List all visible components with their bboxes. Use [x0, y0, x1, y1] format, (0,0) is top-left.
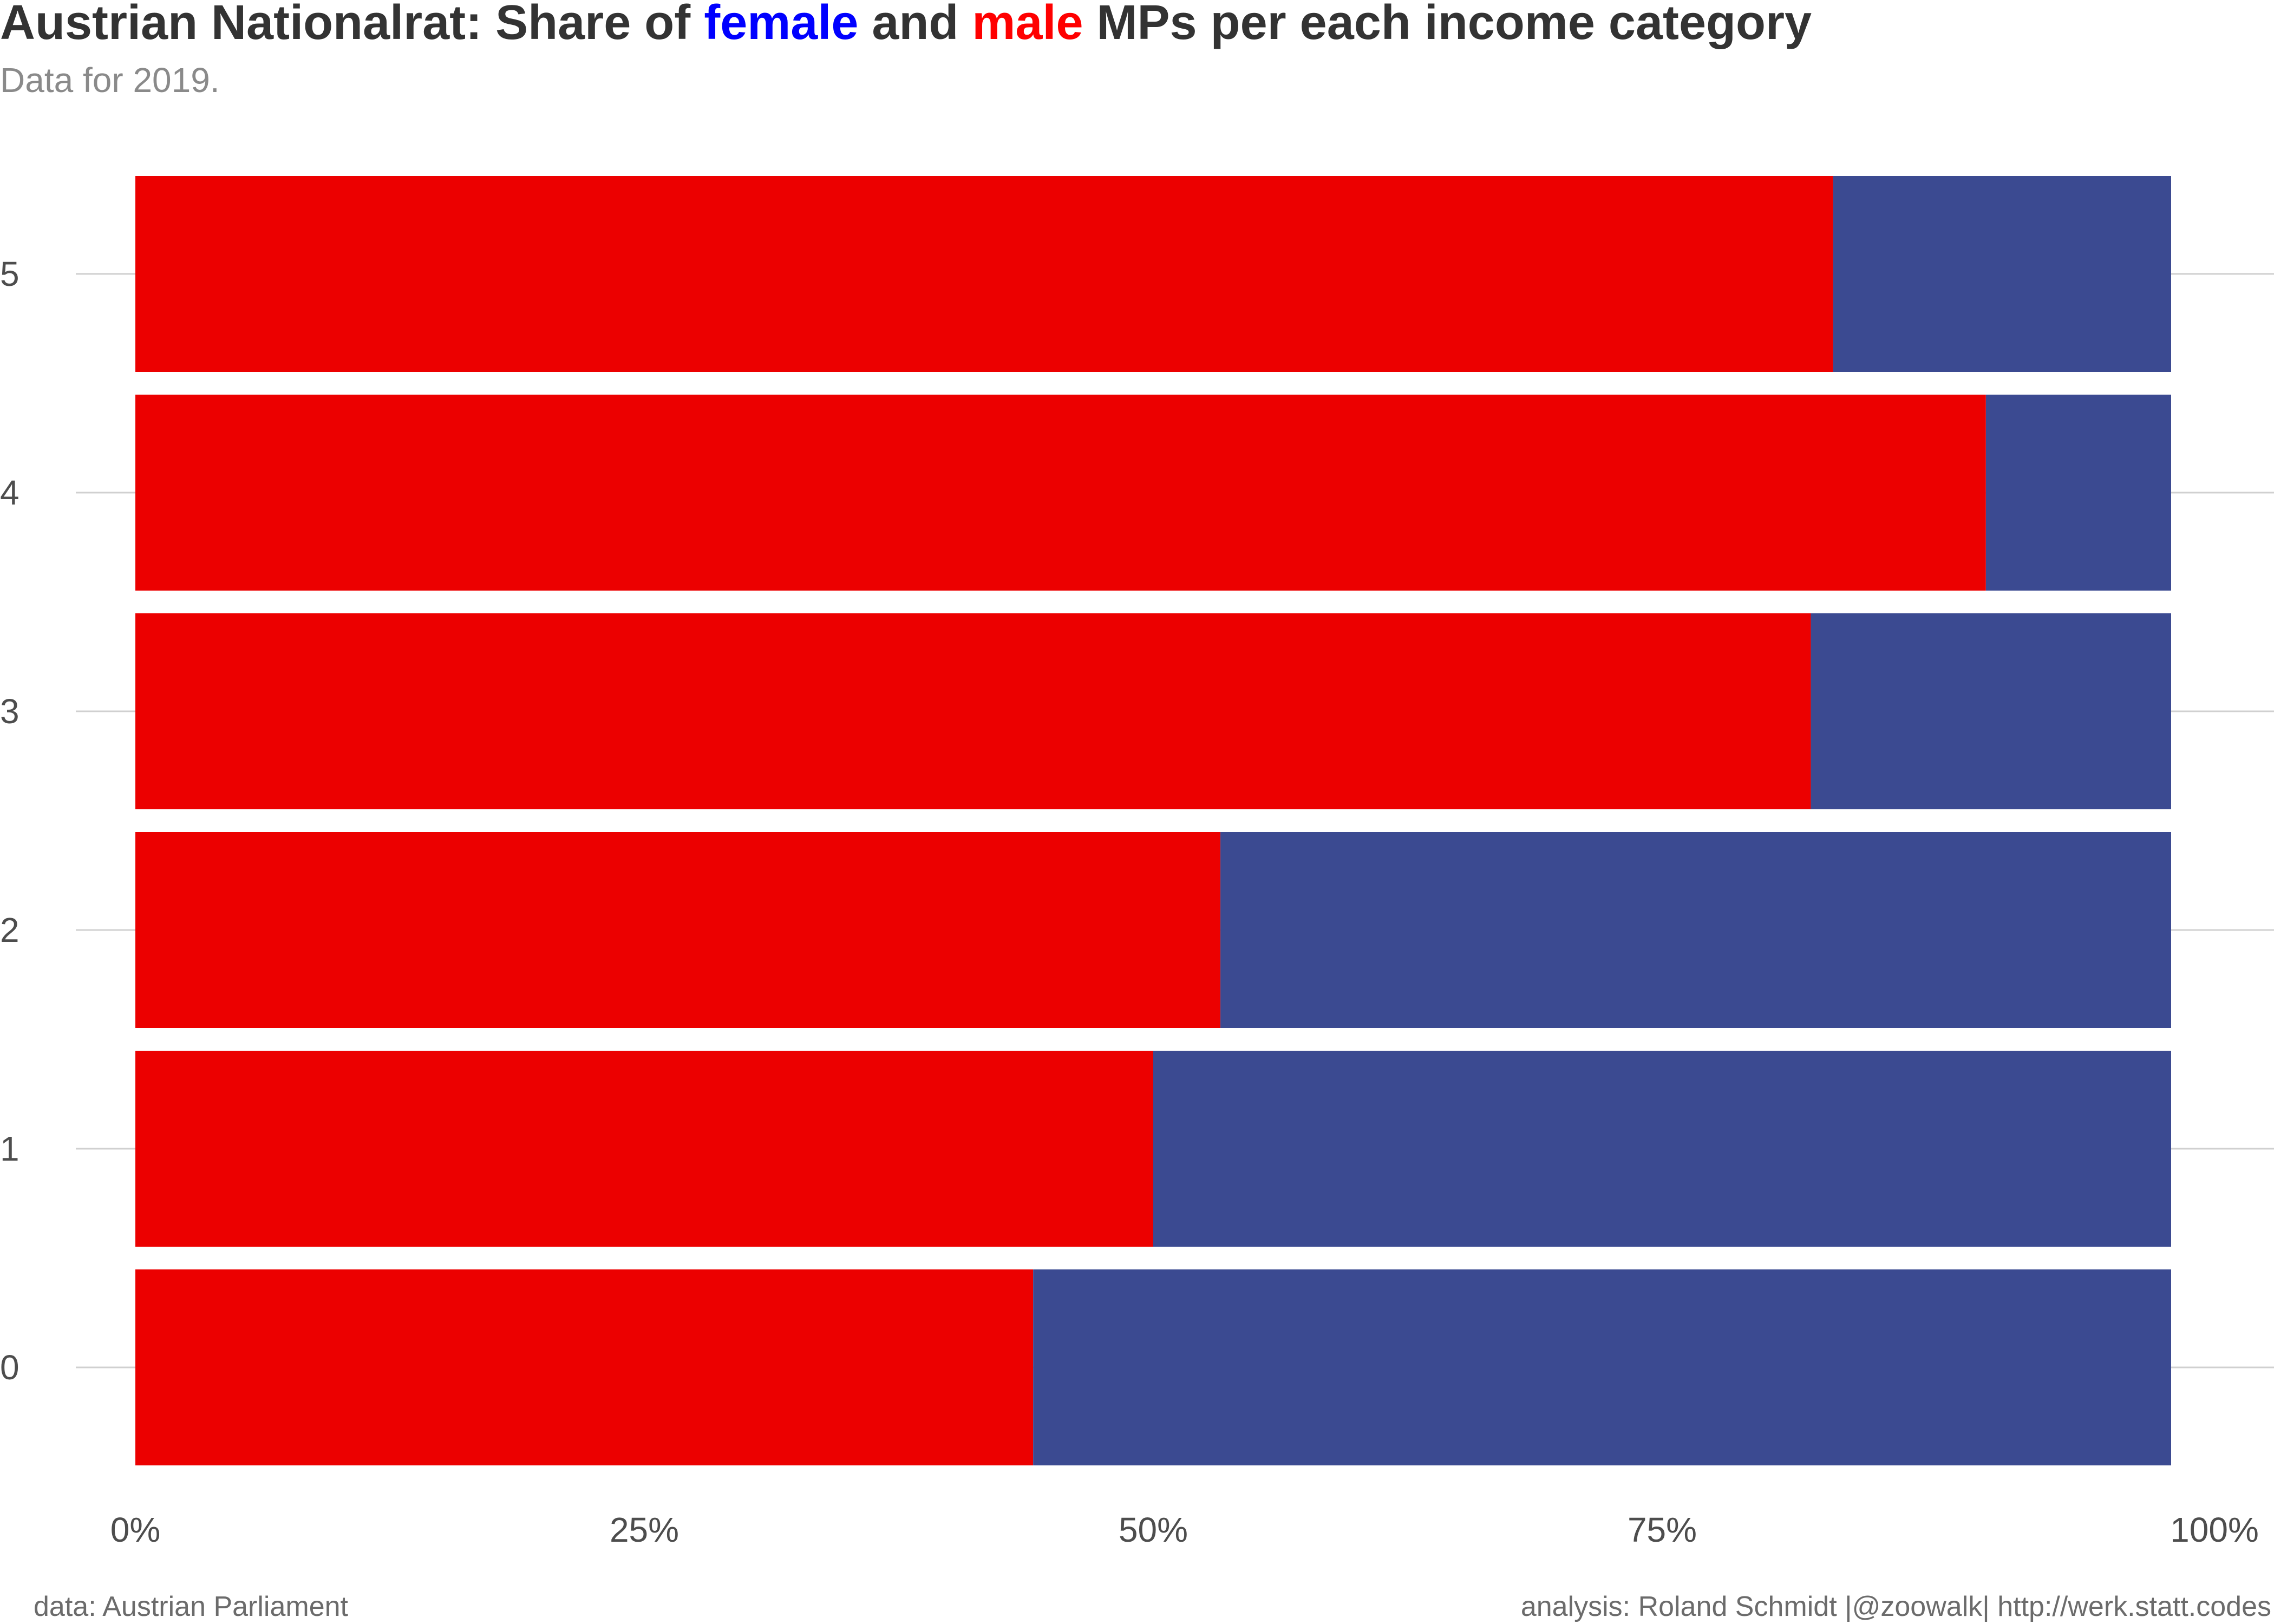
x-tick-label-3: 75%	[1628, 1510, 1697, 1549]
bar-female-3	[1811, 613, 2171, 809]
x-axis-ticks: 0% 25% 50% 75% 100%	[110, 1510, 2259, 1549]
title-male-word: male	[972, 0, 1083, 50]
y-tick-label-4: 4	[0, 473, 19, 512]
x-tick-label-0: 0%	[110, 1510, 161, 1549]
caption-source: data: Austrian Parliament	[34, 1591, 349, 1622]
x-tick-label-1: 25%	[610, 1510, 679, 1549]
y-tick-label-1: 1	[0, 1129, 19, 1168]
bar-female-2	[1220, 832, 2171, 1028]
caption-analysis: analysis: Roland Schmidt |@zoowalk| http…	[1521, 1591, 2271, 1622]
bar-male-4	[135, 395, 1986, 591]
bar-female-0	[1033, 1269, 2171, 1465]
bar-male-1	[135, 1051, 1153, 1247]
x-tick-label-2: 50%	[1119, 1510, 1188, 1549]
bar-female-4	[1985, 395, 2171, 591]
bar-male-2	[135, 832, 1221, 1028]
bar-male-5	[135, 176, 1833, 372]
y-axis-ticks: 5 4 3 2 1 0	[0, 254, 19, 1387]
title-middle: and	[858, 0, 972, 50]
y-tick-label-2: 2	[0, 911, 19, 949]
chart-subtitle: Data for 2019.	[0, 61, 220, 100]
y-tick-label-3: 3	[0, 692, 19, 731]
bar-female-1	[1153, 1051, 2171, 1247]
bars	[135, 176, 2171, 1465]
bar-male-0	[135, 1269, 1034, 1465]
x-tick-label-4: 100%	[2170, 1510, 2259, 1549]
title-prefix: Austrian Nationalrat: Share of	[0, 0, 704, 50]
y-tick-label-5: 5	[0, 254, 19, 293]
chart-title: Austrian Nationalrat: Share of female an…	[0, 0, 1812, 50]
title-suffix: MPs per each income category	[1083, 0, 1812, 50]
title-female-word: female	[704, 0, 858, 50]
bar-female-5	[1833, 176, 2171, 372]
y-tick-label-0: 0	[0, 1348, 19, 1387]
bar-male-3	[135, 613, 1811, 809]
